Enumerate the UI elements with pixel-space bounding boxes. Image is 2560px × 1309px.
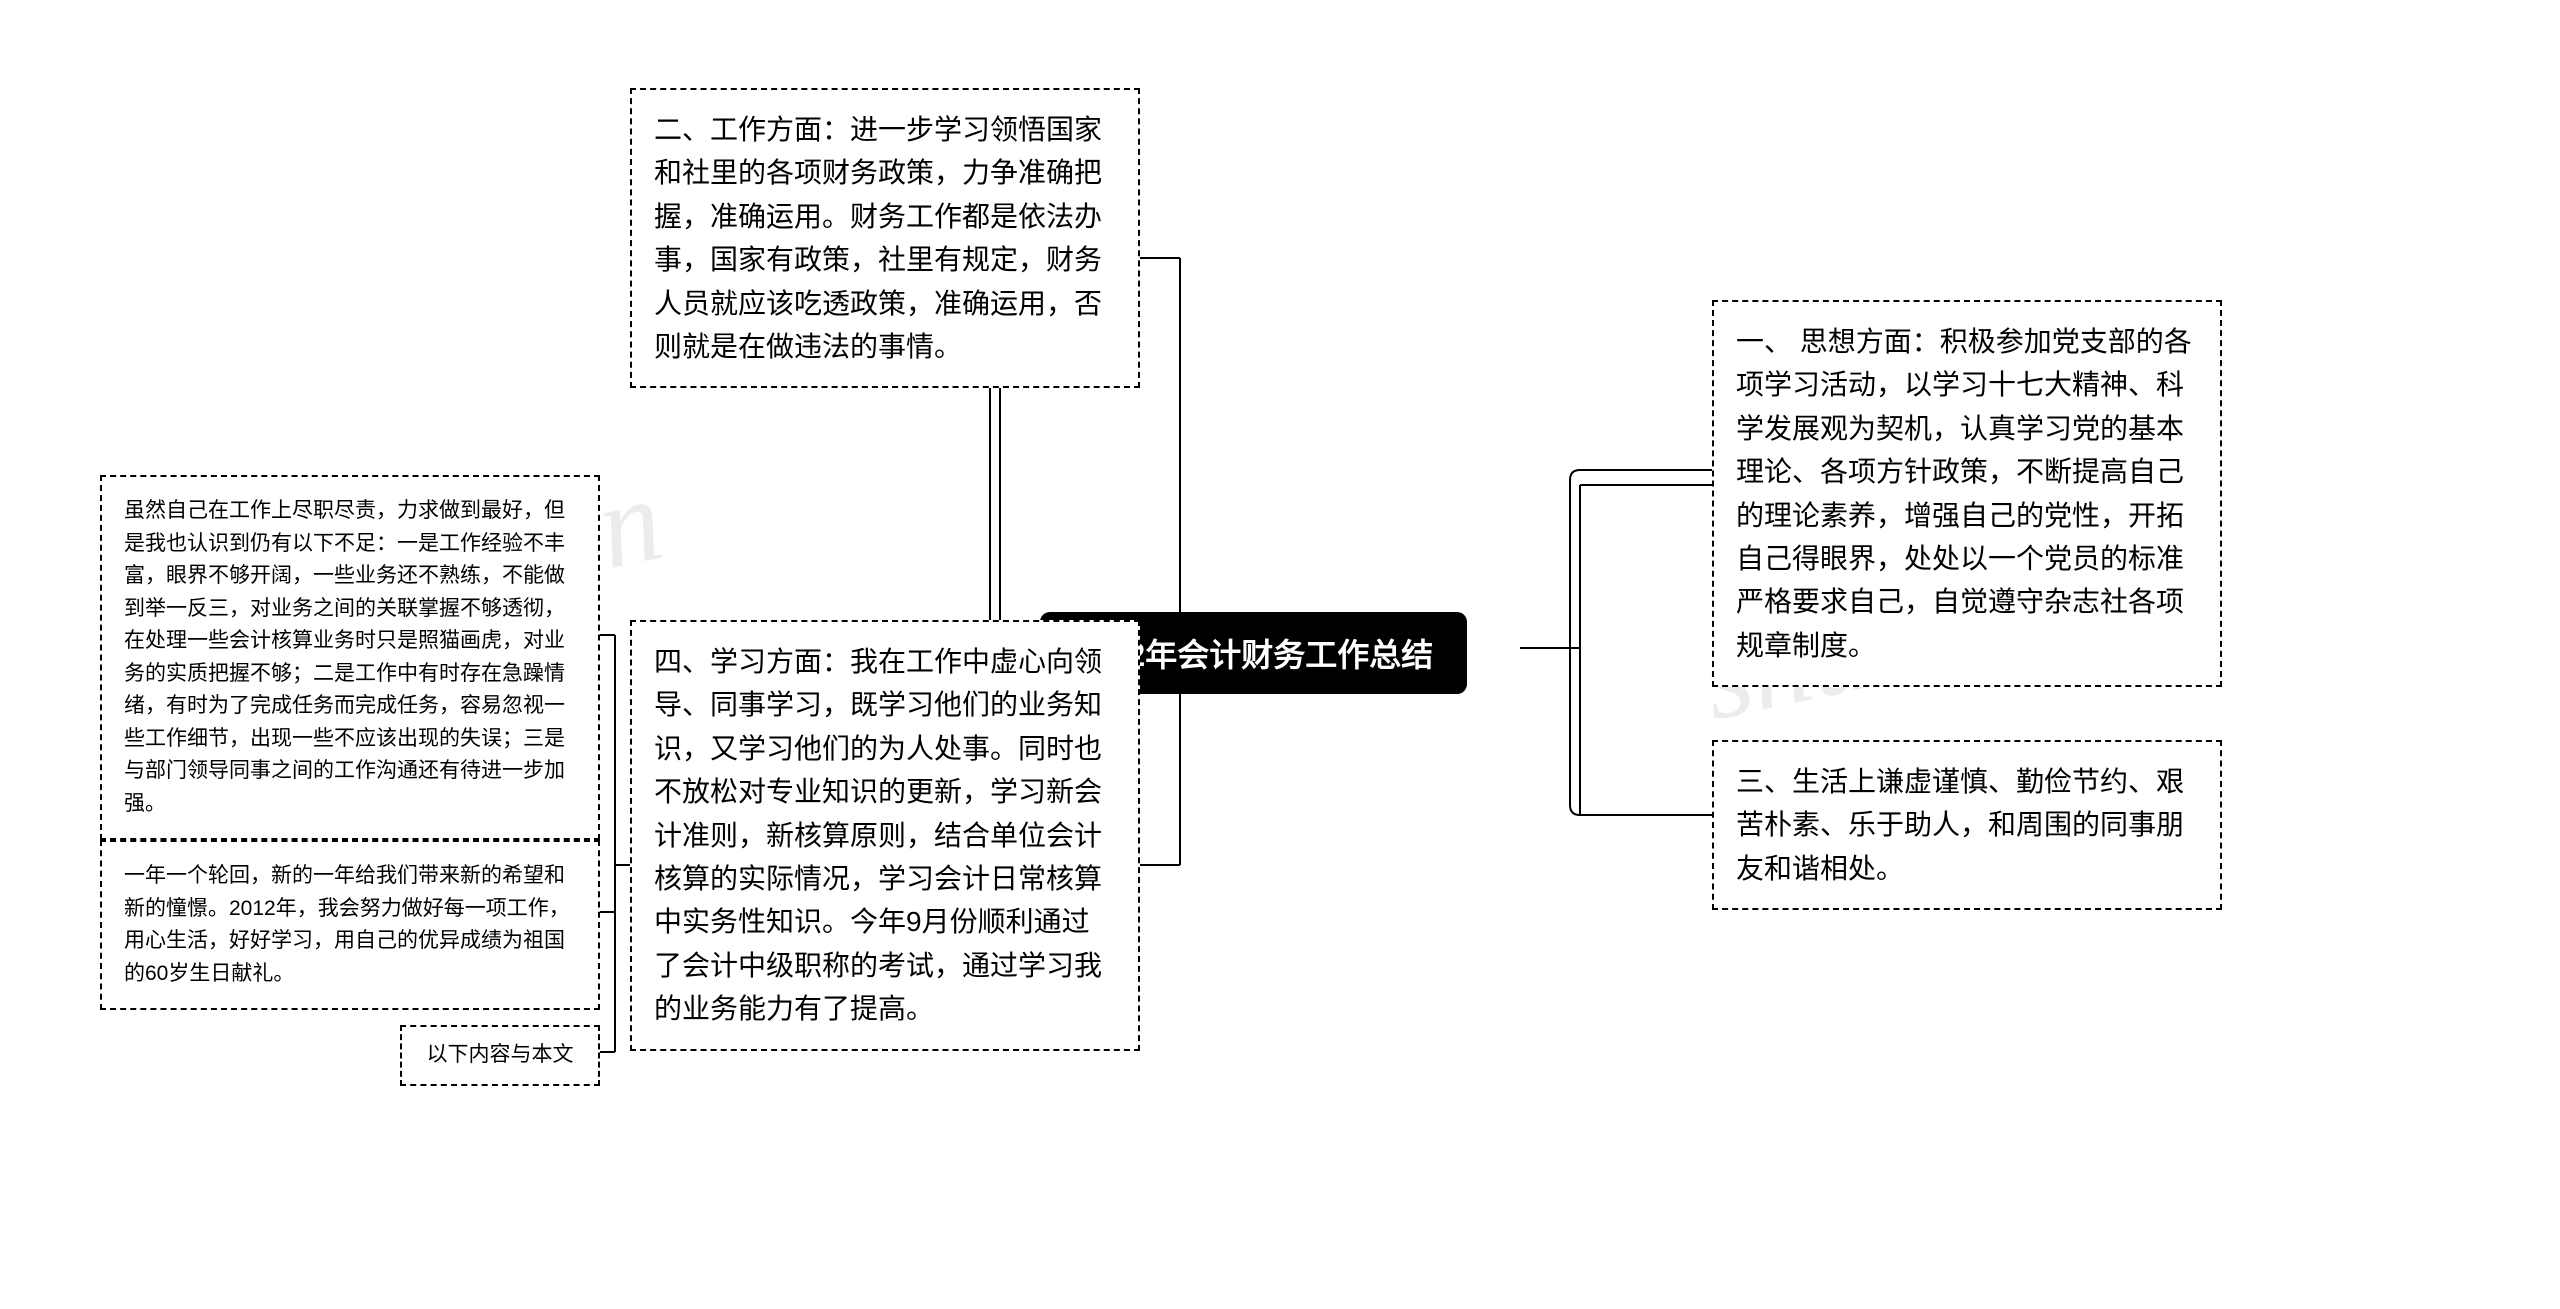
- branch-node-l2: 四、学习方面：我在工作中虚心向领导、同事学习，既学习他们的业务知识，又学习他们的…: [630, 620, 1140, 1051]
- branch-node-l1: 二、工作方面：进一步学习领悟国家和社里的各项财务政策，力争准确把握，准确运用。财…: [630, 88, 1140, 388]
- mindmap-canvas: shutu.cn shutu.cn: [0, 0, 2560, 1309]
- branch-node-r2: 三、生活上谦虚谨慎、勤俭节约、艰苦朴素、乐于助人，和周围的同事朋友和谐相处。: [1712, 740, 2222, 910]
- branch-node-r1: 一、 思想方面：积极参加党支部的各项学习活动，以学习十七大精神、科学发展观为契机…: [1712, 300, 2222, 687]
- branch-node-l2a: 虽然自己在工作上尽职尽责，力求做到最好，但是我也认识到仍有以下不足：一是工作经验…: [100, 475, 600, 840]
- branch-node-l2c: 以下内容与本文: [400, 1025, 600, 1086]
- branch-node-l2b: 一年一个轮回，新的一年给我们带来新的希望和新的憧憬。2012年，我会努力做好每一…: [100, 840, 600, 1010]
